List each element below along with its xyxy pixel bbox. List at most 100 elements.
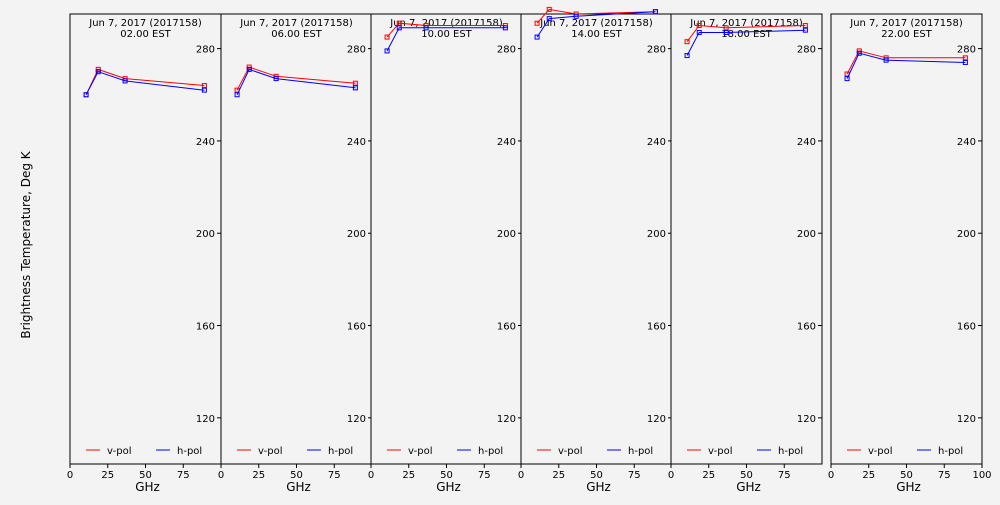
- series-line-v-pol: [846, 50, 966, 75]
- y-tick-label: 160: [196, 322, 215, 333]
- data-point-v-pol: [384, 34, 390, 40]
- data-point-h-pol: [201, 87, 207, 93]
- data-point-h-pol: [652, 9, 658, 15]
- x-tick-label: 75: [628, 470, 641, 481]
- y-tick-label: 160: [347, 322, 366, 333]
- legend-label: v-pol: [258, 446, 283, 457]
- y-tick-label: 240: [957, 137, 976, 148]
- series-line-h-pol: [846, 52, 966, 79]
- y-tick-label: 240: [196, 137, 215, 148]
- y-tick-label: 120: [196, 414, 215, 425]
- data-point-h-pol: [684, 53, 690, 59]
- data-point-h-pol: [883, 57, 889, 63]
- panel-title: Jun 7, 2017 (2017158): [849, 18, 963, 29]
- legend-label: h-pol: [778, 446, 803, 457]
- series-line-v-pol: [85, 68, 205, 96]
- x-tick-label: 50: [440, 470, 453, 481]
- x-tick-label: 50: [590, 470, 603, 481]
- data-point-v-pol: [352, 80, 358, 86]
- legend-label: h-pol: [628, 446, 653, 457]
- y-tick-label: 200: [196, 229, 215, 240]
- y-tick-label: 280: [957, 45, 976, 56]
- data-point-h-pol: [962, 59, 968, 65]
- x-tick-label: 100: [972, 470, 991, 481]
- data-point-h-pol: [802, 27, 808, 33]
- data-point-h-pol: [95, 69, 101, 75]
- y-tick-label: 200: [497, 229, 516, 240]
- series-line-v-pol: [386, 22, 506, 38]
- legend-label: v-pol: [708, 446, 733, 457]
- legend-label: v-pol: [408, 446, 433, 457]
- x-tick-label: 50: [290, 470, 303, 481]
- panel-title: Jun 7, 2017 (2017158): [539, 18, 653, 29]
- series-line-v-pol: [536, 8, 656, 24]
- y-tick-label: 280: [647, 45, 666, 56]
- data-point-h-pol: [122, 78, 128, 84]
- y-tick-label: 160: [647, 322, 666, 333]
- x-tick-label: 50: [740, 470, 753, 481]
- legend-label: v-pol: [868, 446, 893, 457]
- y-tick-label: 120: [797, 414, 816, 425]
- x-tick-label: 75: [177, 470, 190, 481]
- panel-title: Jun 7, 2017 (2017158): [239, 18, 353, 29]
- y-tick-label: 200: [347, 229, 366, 240]
- panel-frame: [670, 13, 823, 465]
- series-line-h-pol: [686, 29, 806, 56]
- data-point-h-pol: [502, 25, 508, 31]
- data-point-h-pol: [384, 48, 390, 54]
- data-point-h-pol: [352, 85, 358, 91]
- y-tick-label: 280: [196, 45, 215, 56]
- series-line-h-pol: [236, 68, 356, 96]
- data-point-v-pol: [802, 23, 808, 29]
- legend-label: h-pol: [177, 446, 202, 457]
- x-tick-label: 75: [478, 470, 491, 481]
- x-tick-label: 75: [328, 470, 341, 481]
- x-tick-label: 25: [862, 470, 875, 481]
- x-tick-label: 0: [828, 470, 834, 481]
- panel-frame: [220, 13, 373, 465]
- x-tick-label: 25: [702, 470, 715, 481]
- panel-title: Jun 7, 2017 (2017158): [389, 18, 503, 29]
- y-tick-label: 240: [647, 137, 666, 148]
- data-point-v-pol: [696, 23, 702, 29]
- y-tick-label: 120: [957, 414, 976, 425]
- x-tick-label: 0: [67, 470, 73, 481]
- data-point-h-pol: [234, 92, 240, 98]
- y-tick-label: 160: [497, 322, 516, 333]
- x-tick-label: 0: [518, 470, 524, 481]
- y-tick-label: 120: [347, 414, 366, 425]
- panel-frame: [520, 13, 673, 465]
- y-tick-label: 240: [797, 137, 816, 148]
- data-point-h-pol: [273, 76, 279, 82]
- y-tick-label: 240: [497, 137, 516, 148]
- y-tick-label: 280: [347, 45, 366, 56]
- panel-subtitle: 02.00 EST: [120, 29, 171, 40]
- y-tick-label: 280: [797, 45, 816, 56]
- x-tick-label: 50: [900, 470, 913, 481]
- data-point-h-pol: [573, 13, 579, 19]
- x-tick-label: 0: [368, 470, 374, 481]
- panel-subtitle: 18.00 EST: [721, 29, 772, 40]
- x-axis-label: GHz: [436, 480, 461, 494]
- data-point-h-pol: [696, 29, 702, 35]
- panel-subtitle: 22.00 EST: [881, 29, 932, 40]
- panel-frame: [830, 13, 983, 465]
- data-point-v-pol: [396, 20, 402, 26]
- x-tick-label: 75: [938, 470, 951, 481]
- panel-title: Jun 7, 2017 (2017158): [88, 18, 202, 29]
- data-point-h-pol: [723, 29, 729, 35]
- x-tick-label: 25: [402, 470, 415, 481]
- data-point-h-pol: [534, 34, 540, 40]
- x-tick-label: 25: [101, 470, 114, 481]
- y-tick-label: 120: [647, 414, 666, 425]
- data-point-h-pol: [546, 16, 552, 22]
- data-point-h-pol: [83, 92, 89, 98]
- legend-label: h-pol: [938, 446, 963, 457]
- y-tick-label: 160: [957, 322, 976, 333]
- y-tick-label: 240: [347, 137, 366, 148]
- x-axis-label: GHz: [736, 480, 761, 494]
- panel-subtitle: 14.00 EST: [571, 29, 622, 40]
- data-point-v-pol: [962, 55, 968, 61]
